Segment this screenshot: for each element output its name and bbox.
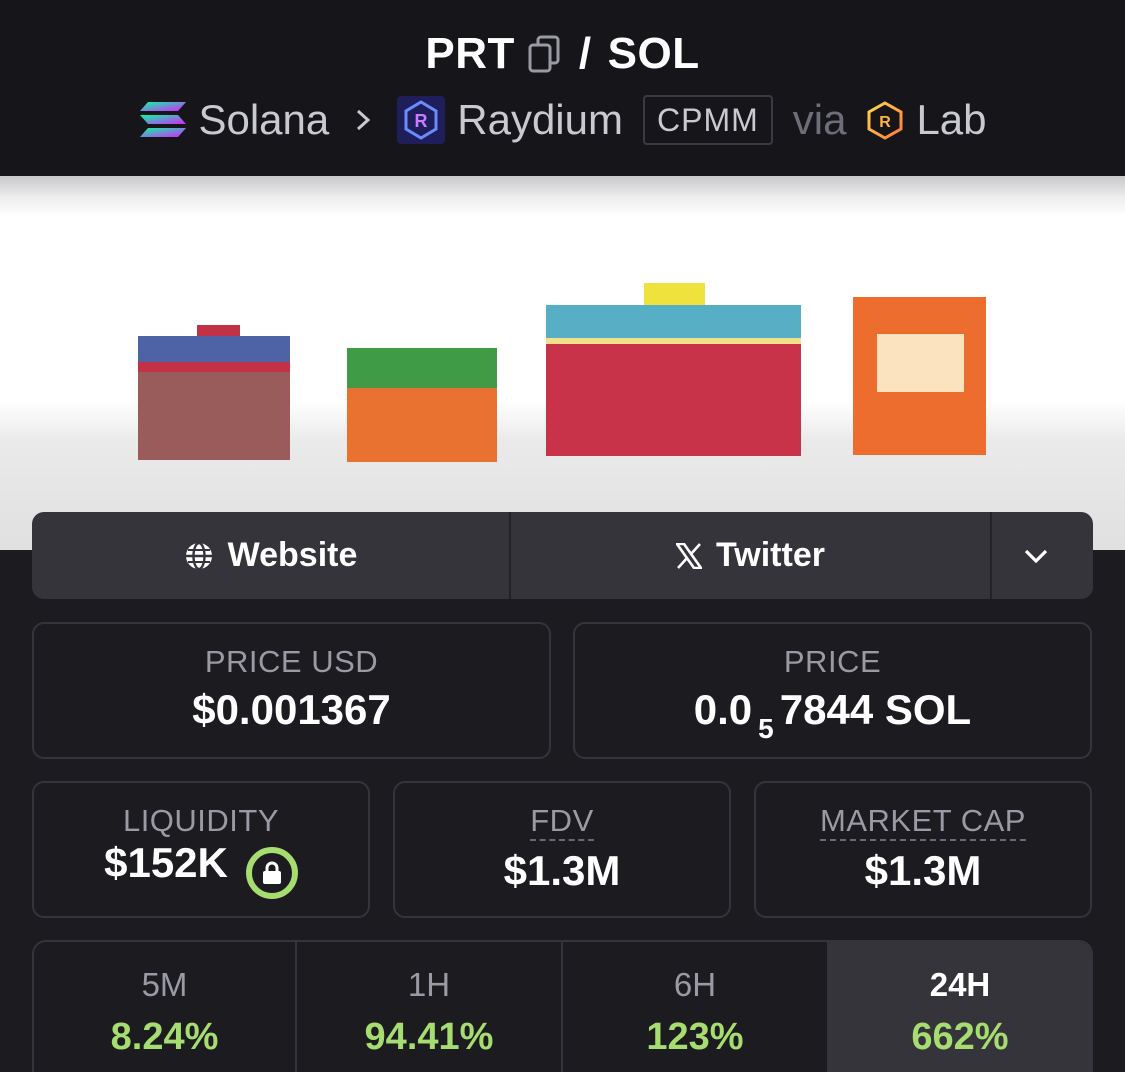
price-native-prefix: 0.0 bbox=[693, 686, 753, 733]
fdv-label[interactable]: FDV bbox=[530, 803, 594, 841]
price-change-value: 94.41% bbox=[364, 1016, 494, 1058]
twitter-button[interactable]: Twitter bbox=[511, 512, 992, 599]
fdv-card: FDV $1.3M bbox=[393, 781, 731, 918]
twitter-label: Twitter bbox=[716, 536, 825, 574]
token-banner-image bbox=[0, 176, 1125, 550]
breadcrumb: Solana R Raydium CPMM via R bbox=[0, 92, 1125, 148]
pair-separator: / bbox=[578, 29, 592, 78]
chevron-down-icon bbox=[1024, 549, 1047, 563]
tab-24h[interactable]: 24H 662% bbox=[829, 942, 1091, 1072]
price-change-value: 123% bbox=[646, 1016, 744, 1058]
tab-1h[interactable]: 1H 94.41% bbox=[297, 942, 563, 1072]
market-cap-card: MARKET CAP $1.3M bbox=[754, 781, 1092, 918]
more-links-button[interactable] bbox=[992, 512, 1093, 599]
tab-6h[interactable]: 6H 123% bbox=[563, 942, 829, 1072]
market-cap-value: $1.3M bbox=[864, 847, 982, 894]
social-links-bar: Website Twitter bbox=[32, 512, 1093, 599]
raydium-logo-icon: R bbox=[397, 96, 446, 144]
price-native-card: PRICE 0.0 5 7844 SOL bbox=[573, 622, 1092, 759]
dex-name[interactable]: Raydium bbox=[457, 96, 623, 143]
price-change-value: 8.24% bbox=[110, 1016, 219, 1058]
launchpad-name[interactable]: Lab bbox=[916, 96, 987, 143]
chain-name[interactable]: Solana bbox=[198, 96, 330, 143]
liquidity-card: LIQUIDITY $152K bbox=[32, 781, 370, 918]
tab-label: 1H bbox=[407, 966, 451, 1003]
pair-title: PRT / SOL bbox=[0, 26, 1125, 82]
price-native-zero-count: 5 bbox=[758, 713, 774, 744]
tab-5m[interactable]: 5M 8.24% bbox=[34, 942, 297, 1072]
globe-icon bbox=[185, 541, 212, 570]
price-usd-value: $0.001367 bbox=[192, 686, 391, 733]
website-button[interactable]: Website bbox=[32, 512, 511, 599]
website-label: Website bbox=[227, 536, 358, 574]
tab-label: 5M bbox=[141, 966, 188, 1003]
timeframe-tabs: 5M 8.24% 1H 94.41% 6H 123% 24H 662% bbox=[32, 940, 1093, 1072]
pair-header: PRT / SOL Solana bbox=[0, 0, 1125, 176]
price-usd-label: PRICE USD bbox=[204, 644, 379, 679]
pool-type-badge: CPMM bbox=[642, 95, 773, 145]
fdv-value: $1.3M bbox=[503, 847, 621, 894]
banner-illustration bbox=[138, 283, 986, 462]
price-native-suffix: 7844 SOL bbox=[779, 686, 972, 733]
base-token-symbol: PRT bbox=[425, 29, 515, 78]
fdv-label-wrap: FDV bbox=[395, 803, 729, 841]
price-native-value: 0.0 5 7844 SOL bbox=[575, 686, 1090, 744]
svg-text:R: R bbox=[880, 114, 892, 131]
solana-logo-icon bbox=[140, 102, 187, 137]
price-native-label: PRICE bbox=[783, 644, 882, 679]
liquidity-label: LIQUIDITY bbox=[122, 803, 280, 838]
x-logo-icon bbox=[676, 542, 703, 569]
liquidity-value-row: $152K bbox=[34, 839, 368, 899]
raydium-lab-logo-icon: R bbox=[867, 101, 903, 140]
liquidity-value: $152K bbox=[104, 839, 228, 886]
price-change-value: 662% bbox=[911, 1016, 1009, 1058]
market-cap-label-wrap: MARKET CAP bbox=[756, 803, 1090, 841]
tab-label: 24H bbox=[929, 966, 991, 1003]
market-cap-label[interactable]: MARKET CAP bbox=[820, 803, 1026, 841]
chevron-right-icon bbox=[357, 109, 371, 131]
svg-text:R: R bbox=[415, 111, 428, 131]
copy-icon[interactable] bbox=[527, 35, 561, 73]
lock-icon bbox=[262, 861, 281, 884]
price-usd-card: PRICE USD $0.001367 bbox=[32, 622, 551, 759]
quote-token-symbol: SOL bbox=[607, 29, 700, 78]
liquidity-lock-badge[interactable] bbox=[245, 847, 298, 899]
via-label: via bbox=[792, 96, 847, 143]
tab-label: 6H bbox=[673, 966, 717, 1003]
